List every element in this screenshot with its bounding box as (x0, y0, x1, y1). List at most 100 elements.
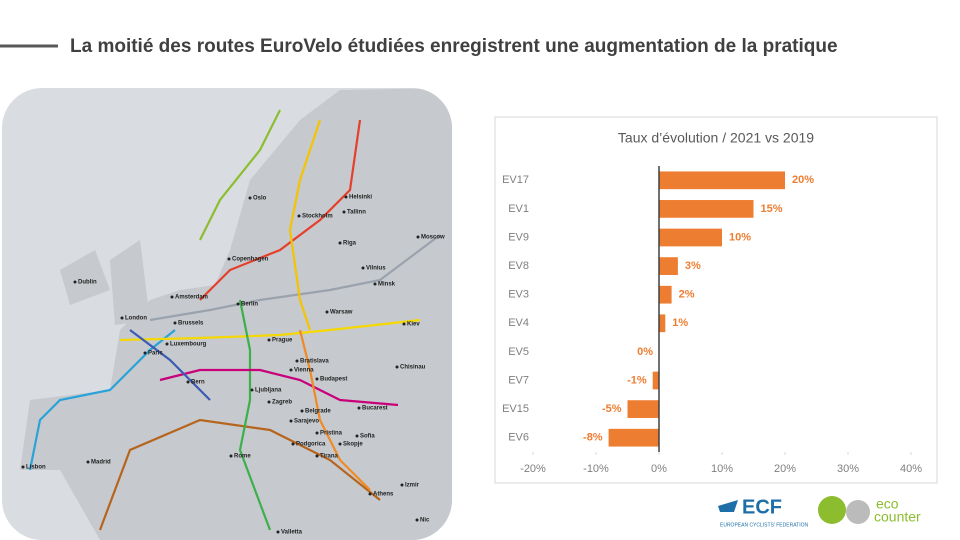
city-label: Moscow (421, 235, 445, 241)
ecf-logo: ECF EUROPEAN CYCLISTS' FEDERATION (718, 496, 808, 528)
city-label: Helsinki (349, 195, 372, 201)
city-label: Amsterdam (175, 295, 208, 301)
city-dot (402, 322, 406, 326)
city-dot (73, 280, 77, 284)
city-label: Skopje (343, 442, 363, 448)
city-dot (276, 530, 280, 534)
y-tick-label: EV1 (508, 203, 529, 215)
city-label: Chisinau (400, 365, 426, 371)
city-label: Bern (191, 380, 205, 386)
value-label: 20% (792, 174, 814, 186)
city-label: Podgorica (296, 442, 326, 448)
bar (659, 171, 785, 190)
city-dot (368, 492, 372, 496)
city-label: Tirana (320, 454, 339, 460)
ecf-logo-text: ECF (742, 496, 782, 518)
y-tick-label: EV6 (508, 432, 529, 444)
city-label: Sarajevo (294, 419, 319, 425)
x-tick-label: 0% (651, 463, 667, 475)
city-dot (355, 434, 359, 438)
bar (659, 314, 666, 333)
city-label: Valletta (281, 530, 303, 536)
slide-title: La moitié des routes EuroVelo étudiées e… (70, 36, 838, 57)
city-label: Tallinn (347, 210, 366, 216)
city-label: London (125, 316, 147, 322)
city-dot (342, 210, 346, 214)
eco-logo-text: eco (876, 496, 899, 512)
x-tick-label: 30% (837, 463, 859, 475)
city-dot (325, 310, 329, 314)
city-label: Lisbon (26, 465, 46, 471)
map: Oslo Helsinki Stockholm Tallinn Riga Moscow Co… (2, 88, 452, 540)
city-label: Bratislava (300, 359, 329, 365)
city-dot (315, 454, 319, 458)
bar (659, 285, 672, 304)
city-dot (315, 431, 319, 435)
x-tick-label: -20% (520, 463, 546, 475)
value-label: -5% (602, 403, 622, 415)
city-label: Vilnius (366, 266, 386, 272)
city-dot (21, 465, 25, 469)
city-dot (344, 195, 348, 199)
y-tick-label: EV4 (508, 317, 529, 329)
bar (652, 371, 659, 390)
city-dot (248, 196, 252, 200)
city-label: Bucarest (362, 406, 388, 412)
city-dot (289, 368, 293, 372)
city-dot (291, 442, 295, 446)
city-label: Pristina (320, 431, 343, 437)
x-tick-label: -10% (583, 463, 609, 475)
y-tick-label: EV8 (508, 260, 529, 272)
city-label: Athens (373, 492, 394, 498)
city-label: Stockholm (302, 214, 333, 220)
city-dot (250, 388, 254, 392)
x-tick-label: 40% (900, 463, 922, 475)
city-dot (415, 518, 419, 522)
value-label: 3% (685, 260, 701, 272)
y-tick-label: EV7 (508, 374, 529, 386)
city-label: Minsk (378, 282, 396, 288)
city-dot (289, 419, 293, 423)
city-label: Paris (148, 351, 163, 357)
city-dot (86, 460, 90, 464)
city-dot (338, 241, 342, 245)
city-label: Copenhagen (232, 257, 269, 263)
city-dot (395, 365, 399, 369)
city-label: Berlin (241, 302, 258, 308)
bar (659, 228, 722, 247)
y-tick-label: EV5 (508, 346, 529, 358)
chart-title: Taux d’évolution / 2021 vs 2019 (618, 130, 814, 146)
city-dot (338, 442, 342, 446)
bar (627, 400, 659, 418)
value-label: -1% (627, 374, 647, 386)
city-label: Dublin (78, 280, 97, 286)
city-dot (186, 380, 190, 384)
y-tick-label: EV17 (502, 174, 529, 186)
city-dot (357, 406, 361, 410)
city-dot (361, 266, 365, 270)
city-dot (297, 214, 301, 218)
city-dot (267, 338, 271, 342)
x-tick-label: 10% (711, 463, 733, 475)
value-label: 1% (672, 317, 688, 329)
city-label: Prague (272, 338, 293, 344)
city-label: Rome (234, 454, 251, 460)
value-label: 0% (637, 346, 653, 358)
city-label: Budapest (320, 377, 347, 383)
value-label: 10% (729, 231, 751, 243)
y-tick-label: EV15 (502, 403, 529, 415)
city-label: Sofia (360, 434, 375, 440)
city-dot (373, 282, 377, 286)
city-label: Madrid (91, 460, 111, 466)
city-label: Izmir (405, 483, 420, 489)
city-dot (165, 342, 169, 346)
city-label: Ljubljana (255, 388, 282, 394)
city-label: Nic (420, 518, 430, 524)
city-dot (120, 316, 124, 320)
value-label: 2% (679, 289, 695, 301)
city-dot (300, 409, 304, 413)
ecf-logo-subtext: EUROPEAN CYCLISTS' FEDERATION (720, 522, 808, 528)
city-dot (227, 257, 231, 261)
city-dot (416, 235, 420, 239)
